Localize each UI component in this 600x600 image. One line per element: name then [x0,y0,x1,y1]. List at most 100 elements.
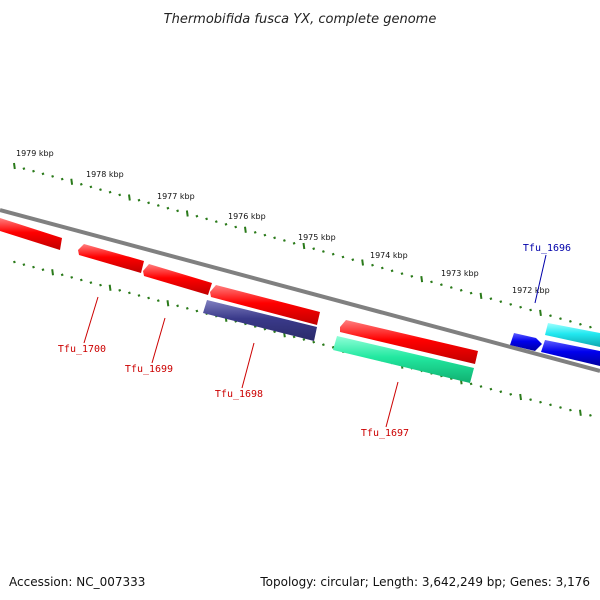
tick-track-inner [12,260,592,417]
outer-track-minor-tick [321,250,325,253]
inner-track-minor-tick [70,275,74,279]
gene-tfu-1699[interactable] [143,264,212,295]
outer-track-minor-tick [410,274,414,278]
outer-track-minor-tick [559,317,562,321]
genome-backbone [0,208,600,373]
callout-line-tfu-1700 [83,296,99,344]
callout-line-tfu-1698 [241,342,255,389]
inner-track-major-tick [519,393,522,401]
outer-track-minor-tick [214,220,218,224]
outer-track-minor-tick [89,185,93,189]
gene-label-tfu-1699[interactable]: Tfu_1699 [125,364,173,375]
inner-track-minor-tick [273,330,277,334]
outer-track-minor-tick [147,201,151,205]
gene-tfu-1696[interactable] [510,333,542,351]
genome-title: Thermobifida fusca YX, complete genome [164,12,437,27]
inner-track-minor-tick [559,406,562,409]
inner-track-minor-tick [118,288,122,292]
outer-track-major-tick [13,162,16,170]
outer-track-major-tick [539,309,542,317]
outer-track-minor-tick [400,272,404,276]
inner-track-minor-tick [509,392,513,396]
inner-track-minor-tick [195,309,199,313]
outer-track-minor-tick [176,209,180,213]
inner-track-minor-tick [499,390,503,394]
outer-track-minor-tick [118,193,122,197]
outer-track-minor-tick [292,241,296,245]
gene-tfu-1698[interactable] [203,300,317,341]
outer-track-major-tick [420,275,424,283]
outer-track-minor-tick [390,269,394,273]
outer-track-minor-tick [578,322,582,326]
inner-track-major-tick [51,269,54,276]
inner-track-minor-tick [321,343,325,347]
inner-track-minor-tick [568,408,572,412]
inner-track-minor-tick [79,278,83,282]
inner-track-minor-tick [176,304,180,308]
outer-track-major-tick [244,226,247,233]
inner-track-minor-tick [60,273,64,277]
outer-track-minor-tick [156,204,160,207]
inner-track-minor-tick [32,265,35,269]
outer-track-minor-tick [549,314,552,318]
outer-track-minor-tick [282,239,286,242]
gene-label-tfu-1697[interactable]: Tfu_1697 [361,428,409,439]
gene-tfu-1697-red[interactable] [340,320,478,364]
callout-line-tfu-1697 [385,381,399,428]
tick-track-outer [13,162,592,329]
tick-label-3: 1976 kbp [228,212,266,221]
outer-track-minor-tick [439,283,443,287]
inner-track-minor-tick [549,403,552,407]
outer-track-minor-tick [253,230,257,234]
gene-tfu-1698-red[interactable] [210,285,320,325]
inner-track-minor-tick [185,306,189,310]
gene-tfu-1700[interactable] [78,244,144,273]
gene-tfu-1697[interactable] [333,336,474,383]
inner-track-minor-tick [147,296,151,300]
outer-track-minor-tick [509,302,513,306]
outer-track-minor-tick [263,233,267,237]
tick-label-7: 1972 kbp [512,286,550,295]
outer-track-major-tick [128,194,131,201]
outer-track-minor-tick [32,169,35,173]
accession-text: Accession: NC_007333 [9,575,145,589]
outer-track-minor-tick [79,182,83,186]
inner-track-minor-tick [331,345,335,349]
outer-track-minor-tick [99,188,102,192]
gene-tfu-1696-blue[interactable] [541,340,600,366]
outer-track-minor-tick [205,217,209,221]
outer-track-minor-tick [380,266,384,270]
outer-track-minor-tick [449,286,453,289]
tick-label-2: 1977 kbp [157,192,195,201]
outer-track-minor-tick [499,300,503,304]
tick-label-1: 1978 kbp [86,170,124,179]
gene-tfu-1700-part-a[interactable] [0,218,62,250]
gene-label-tfu-1700[interactable]: Tfu_1700 [58,344,106,355]
inner-track-minor-tick [89,281,93,285]
inner-track-minor-tick [156,299,160,303]
inner-track-minor-tick [539,400,542,404]
outer-track-minor-tick [341,255,345,259]
outer-track-minor-tick [469,291,473,295]
tick-label-4: 1975 kbp [298,233,336,242]
outer-track-minor-tick [331,252,335,256]
inner-track-minor-tick [137,294,141,297]
outer-track-minor-tick [371,263,374,267]
outer-track-minor-tick [519,305,523,309]
gene-tfu-1696-cyan[interactable] [545,323,600,347]
gene-label-tfu-1696[interactable]: Tfu_1696 [523,243,571,254]
outer-track-minor-tick [568,319,572,323]
inner-track-minor-tick [469,382,473,386]
outer-track-minor-tick [108,190,112,194]
gene-label-tfu-1698[interactable]: Tfu_1698 [215,389,263,400]
outer-track-minor-tick [60,177,64,181]
outer-track-minor-tick [459,288,463,292]
outer-track-minor-tick [489,297,493,301]
tick-label-5: 1974 kbp [370,251,408,260]
outer-track-major-tick [479,292,483,300]
outer-track-minor-tick [195,214,199,218]
inner-track-minor-tick [22,263,26,267]
inner-track-major-tick [166,300,170,307]
inner-track-major-tick [579,409,582,416]
